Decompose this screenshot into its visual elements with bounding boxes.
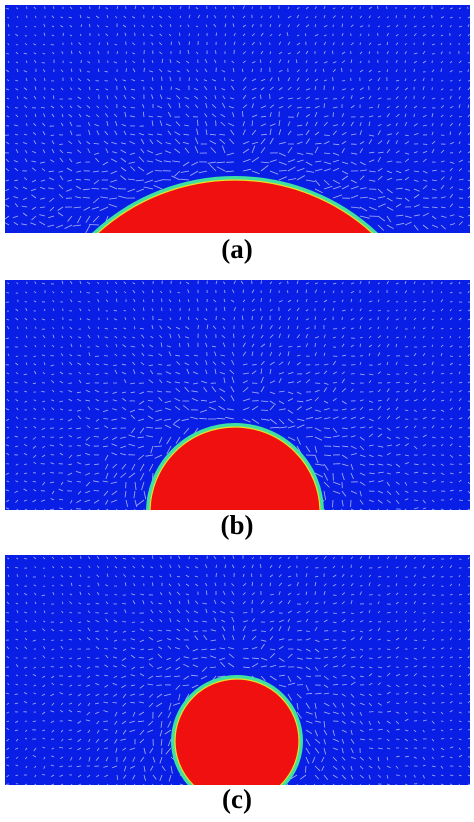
velocity-vectors: [5, 5, 470, 233]
panel-c: [5, 555, 470, 785]
panel-b: [5, 280, 470, 510]
bubble-rim: [97, 179, 373, 233]
panel-a: [5, 5, 470, 233]
panel-label: (a): [221, 234, 252, 264]
panel-label: (b): [221, 510, 254, 540]
panel-label: (c): [222, 784, 252, 814]
bubble: [146, 423, 324, 510]
bubble-rim: [174, 678, 300, 785]
velocity-vectors: [5, 280, 470, 510]
bubble-rim: [149, 426, 321, 510]
bubble: [171, 675, 303, 785]
velocity-vectors: [5, 555, 470, 785]
